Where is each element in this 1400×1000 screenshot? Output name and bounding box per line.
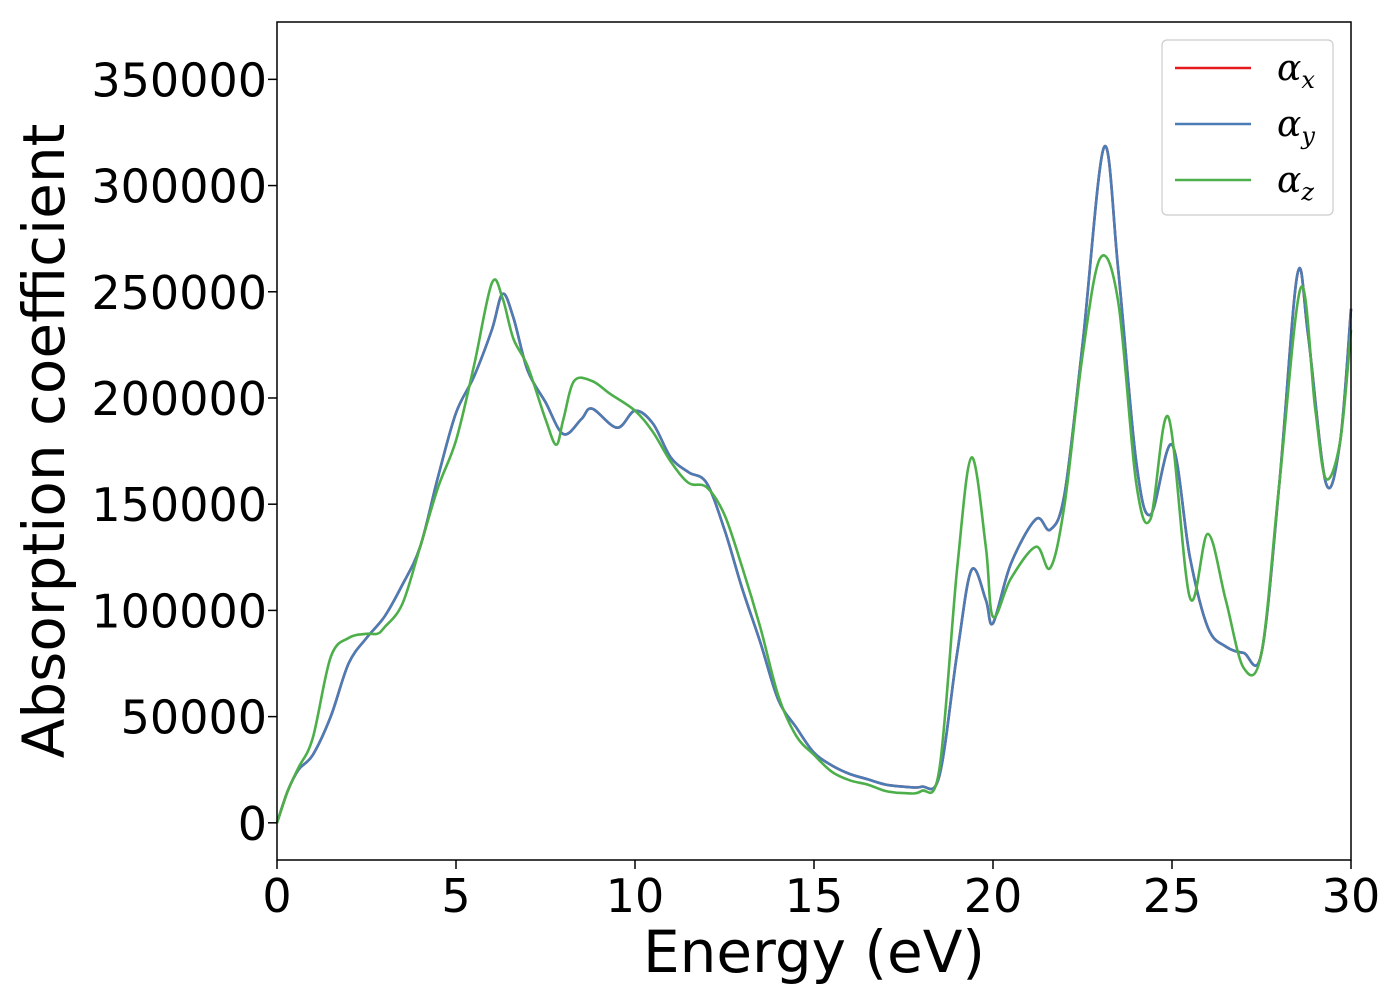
legend-box — [1161, 39, 1334, 216]
x-tick-label: 25 — [1143, 869, 1202, 923]
y-tick-label: 300000 — [91, 160, 267, 214]
y-tick-label: 100000 — [91, 584, 267, 638]
y-tick-label: 150000 — [91, 478, 267, 532]
y-tick-label: 50000 — [121, 691, 267, 745]
series-line-z — [275, 254, 1353, 824]
x-tick-label: 5 — [441, 869, 470, 923]
series-line-y — [275, 144, 1353, 824]
legend: αx αy αz — [1161, 39, 1334, 216]
y-ticks: 0 50000 100000 150000 200000 250000 300000 3500… — [91, 53, 277, 851]
legend-label-y: αy — [1277, 104, 1315, 150]
y-tick-label: 250000 — [91, 266, 267, 320]
x-tick-label: 15 — [785, 869, 844, 923]
series-layer — [275, 144, 1353, 824]
y-tick-label: 350000 — [91, 53, 267, 107]
x-axis-label: Energy (eV) — [643, 918, 985, 986]
y-axis-label: Absorption coefficient — [10, 124, 78, 759]
y-tick-label: 0 — [238, 797, 267, 851]
y-tick-label: 200000 — [91, 372, 267, 426]
legend-label-z: αz — [1277, 160, 1314, 206]
x-ticks: 0 5 10 15 20 25 30 — [262, 860, 1380, 923]
legend-label-x: αx — [1277, 48, 1315, 94]
x-tick-label: 0 — [262, 869, 291, 923]
x-tick-label: 20 — [964, 869, 1023, 923]
x-tick-label: 30 — [1322, 869, 1381, 923]
x-tick-label: 10 — [606, 869, 665, 923]
